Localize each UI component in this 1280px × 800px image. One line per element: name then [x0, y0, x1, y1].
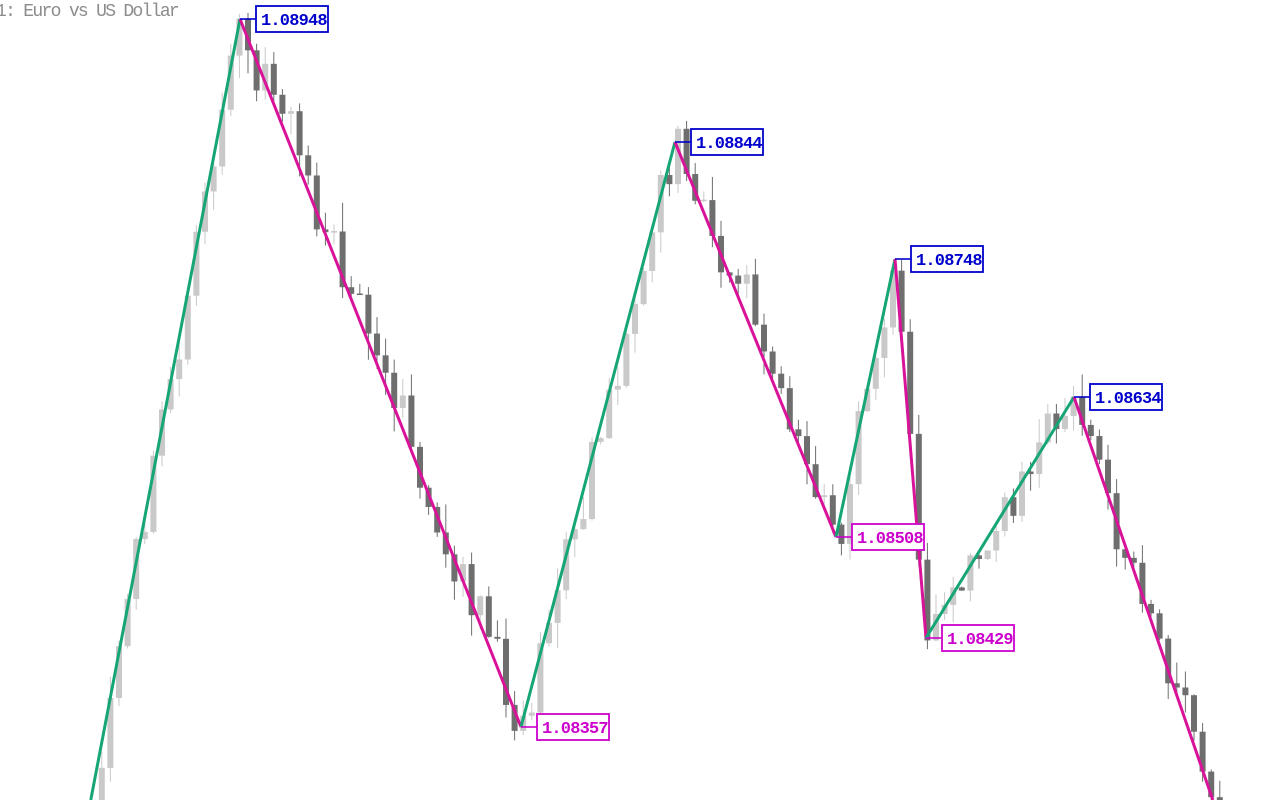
svg-text:1.08748: 1.08748: [916, 252, 982, 271]
svg-text:1.08634: 1.08634: [1095, 390, 1161, 409]
svg-text:1.08844: 1.08844: [696, 135, 762, 154]
svg-text:1.08357: 1.08357: [542, 720, 608, 739]
svg-text:1.08948: 1.08948: [261, 12, 327, 31]
svg-text:1.08508: 1.08508: [857, 530, 923, 549]
svg-text:1.08429: 1.08429: [947, 631, 1013, 650]
